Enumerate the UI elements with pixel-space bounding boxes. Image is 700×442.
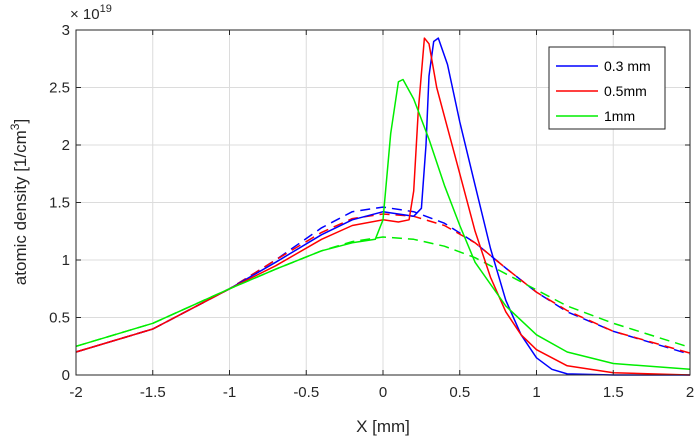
x-tick-label: 2	[686, 384, 694, 401]
legend-label: 1mm	[604, 108, 635, 124]
x-tick-label: -1	[223, 384, 236, 401]
x-tick-label: 0.5	[449, 384, 470, 401]
x-tick-label: 1.5	[603, 384, 624, 401]
legend-label: 0.3 mm	[604, 58, 651, 74]
legend: 0.3 mm 0.5mm 1mm	[548, 46, 666, 130]
x-axis-label: X [mm]	[356, 417, 410, 436]
series-line-1	[75, 37, 690, 376]
y-tick-label: 0.5	[49, 310, 70, 327]
y-axis-label: atomic density [1/cm3]	[8, 119, 30, 285]
series-line-3	[75, 78, 691, 371]
y-tick-label: 2	[62, 137, 70, 154]
series-layer	[75, 37, 691, 376]
x-tick-label: -0.5	[293, 384, 319, 401]
x-tick-label: 0	[379, 384, 387, 401]
y-axis-exponent: × 1019	[70, 3, 112, 23]
y-tick-label: 1	[62, 252, 70, 269]
legend-label: 0.5mm	[604, 83, 647, 99]
y-tick-label: 0	[62, 367, 70, 384]
x-tick-label: -2	[69, 384, 82, 401]
y-tick-label: 1.5	[49, 195, 70, 212]
x-tick-label: -1.5	[140, 384, 166, 401]
y-tick-label: 2.5	[49, 80, 70, 97]
x-tick-label: 1	[532, 384, 540, 401]
series-line-2	[75, 37, 691, 376]
y-tick-label: 3	[62, 22, 70, 39]
ticks: -2 -1.5 -1 -0.5 0 0.5 1 1.5 2 0 0.5 1 1.5 2 2.5 3	[49, 22, 694, 401]
